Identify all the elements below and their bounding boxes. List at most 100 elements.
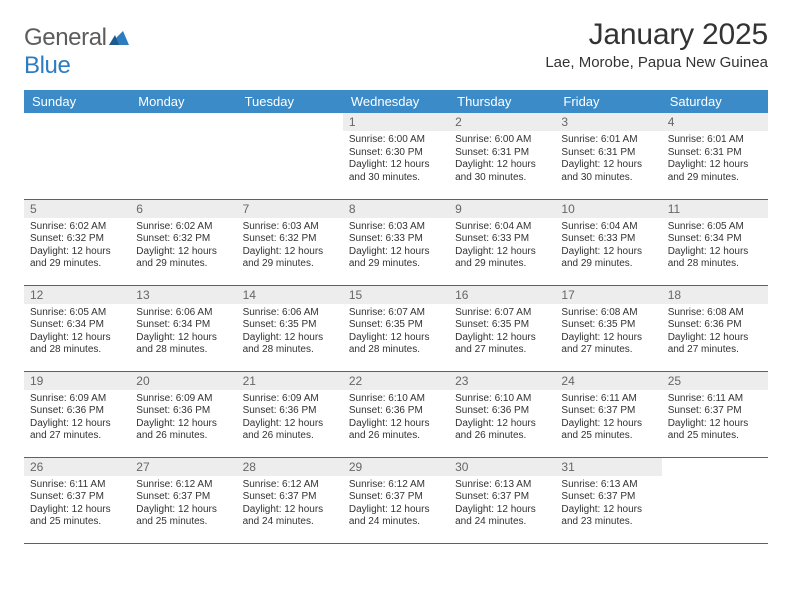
calendar-day-cell: 4Sunrise: 6:01 AMSunset: 6:31 PMDaylight… (662, 113, 768, 199)
day-details: Sunrise: 6:11 AMSunset: 6:37 PMDaylight:… (24, 476, 130, 533)
day-number: 31 (555, 458, 661, 476)
daylight-text: Daylight: 12 hours and 28 minutes. (349, 332, 443, 357)
daylight-text: Daylight: 12 hours and 28 minutes. (136, 332, 230, 357)
day-details: Sunrise: 6:05 AMSunset: 6:34 PMDaylight:… (662, 218, 768, 275)
sunrise-text: Sunrise: 6:03 AM (243, 221, 337, 234)
calendar-day-cell: 7Sunrise: 6:03 AMSunset: 6:32 PMDaylight… (237, 199, 343, 285)
day-number: 20 (130, 372, 236, 390)
calendar-day-cell: 23Sunrise: 6:10 AMSunset: 6:36 PMDayligh… (449, 371, 555, 457)
sunset-text: Sunset: 6:35 PM (243, 319, 337, 332)
sunset-text: Sunset: 6:31 PM (455, 147, 549, 160)
day-details: Sunrise: 6:12 AMSunset: 6:37 PMDaylight:… (130, 476, 236, 533)
daylight-text: Daylight: 12 hours and 26 minutes. (455, 418, 549, 443)
day-details: Sunrise: 6:07 AMSunset: 6:35 PMDaylight:… (449, 304, 555, 361)
sunrise-text: Sunrise: 6:11 AM (561, 393, 655, 406)
daylight-text: Daylight: 12 hours and 28 minutes. (243, 332, 337, 357)
sunrise-text: Sunrise: 6:11 AM (30, 479, 124, 492)
day-details: Sunrise: 6:08 AMSunset: 6:36 PMDaylight:… (662, 304, 768, 361)
page-title: January 2025 (545, 18, 768, 52)
calendar-day-cell: 16Sunrise: 6:07 AMSunset: 6:35 PMDayligh… (449, 285, 555, 371)
calendar-day-cell: 29Sunrise: 6:12 AMSunset: 6:37 PMDayligh… (343, 457, 449, 543)
brand-part1: General (24, 24, 107, 51)
sunrise-text: Sunrise: 6:08 AM (668, 307, 762, 320)
sunrise-text: Sunrise: 6:06 AM (243, 307, 337, 320)
sunset-text: Sunset: 6:37 PM (243, 491, 337, 504)
sunrise-text: Sunrise: 6:12 AM (349, 479, 443, 492)
calendar-day-cell: 5Sunrise: 6:02 AMSunset: 6:32 PMDaylight… (24, 199, 130, 285)
day-details: Sunrise: 6:10 AMSunset: 6:36 PMDaylight:… (449, 390, 555, 447)
sunset-text: Sunset: 6:30 PM (349, 147, 443, 160)
calendar-day-cell: 6Sunrise: 6:02 AMSunset: 6:32 PMDaylight… (130, 199, 236, 285)
sunset-text: Sunset: 6:36 PM (668, 319, 762, 332)
day-number: 3 (555, 113, 661, 131)
sunset-text: Sunset: 6:33 PM (561, 233, 655, 246)
daylight-text: Daylight: 12 hours and 29 minutes. (455, 246, 549, 271)
brand-mark-icon (109, 24, 129, 52)
weekday-header: Wednesday (343, 90, 449, 113)
sunset-text: Sunset: 6:37 PM (561, 491, 655, 504)
sunset-text: Sunset: 6:33 PM (455, 233, 549, 246)
day-details: Sunrise: 6:06 AMSunset: 6:35 PMDaylight:… (237, 304, 343, 361)
calendar-day-cell: 14Sunrise: 6:06 AMSunset: 6:35 PMDayligh… (237, 285, 343, 371)
daylight-text: Daylight: 12 hours and 29 minutes. (668, 159, 762, 184)
day-details: Sunrise: 6:02 AMSunset: 6:32 PMDaylight:… (24, 218, 130, 275)
daylight-text: Daylight: 12 hours and 25 minutes. (136, 504, 230, 529)
calendar-body: 1 Sunrise: 6:00 AMSunset: 6:30 PM Daylight… (24, 113, 768, 543)
daylight-text: Daylight: 12 hours and 27 minutes. (668, 332, 762, 357)
day-number: 21 (237, 372, 343, 390)
daylight-text: Daylight: 12 hours and 30 minutes. (455, 159, 549, 184)
sunset-text: Sunset: 6:36 PM (243, 405, 337, 418)
calendar-day-cell: 11Sunrise: 6:05 AMSunset: 6:34 PMDayligh… (662, 199, 768, 285)
day-details: Sunrise: 6:00 AMSunset: 6:31 PMDaylight:… (449, 131, 555, 188)
day-number: 30 (449, 458, 555, 476)
day-number: 6 (130, 200, 236, 218)
calendar-day-cell: 9Sunrise: 6:04 AMSunset: 6:33 PMDaylight… (449, 199, 555, 285)
sunrise-text: Sunrise: 6:09 AM (30, 393, 124, 406)
weekday-header: Sunday (24, 90, 130, 113)
day-number: 27 (130, 458, 236, 476)
calendar-day-cell: 15Sunrise: 6:07 AMSunset: 6:35 PMDayligh… (343, 285, 449, 371)
sunrise-text: Sunrise: 6:10 AM (349, 393, 443, 406)
daylight-text: Daylight: 12 hours and 29 minutes. (30, 246, 124, 271)
day-number: 2 (449, 113, 555, 131)
sunset-text: Sunset: 6:37 PM (30, 491, 124, 504)
day-details: Sunrise: 6:08 AMSunset: 6:35 PMDaylight:… (555, 304, 661, 361)
day-details: Sunrise: 6:03 AMSunset: 6:32 PMDaylight:… (237, 218, 343, 275)
calendar-week-row: 26Sunrise: 6:11 AMSunset: 6:37 PMDayligh… (24, 457, 768, 543)
sunrise-text: Sunrise: 6:00 AM (349, 134, 443, 147)
sunrise-text: Sunrise: 6:01 AM (668, 134, 762, 147)
sunset-text: Sunset: 6:37 PM (455, 491, 549, 504)
daylight-text: Daylight: 12 hours and 29 minutes. (243, 246, 337, 271)
calendar-day-cell: 12Sunrise: 6:05 AMSunset: 6:34 PMDayligh… (24, 285, 130, 371)
calendar-day-cell: 10Sunrise: 6:04 AMSunset: 6:33 PMDayligh… (555, 199, 661, 285)
day-details: Sunrise: 6:12 AMSunset: 6:37 PMDaylight:… (237, 476, 343, 533)
calendar-header-row: SundayMondayTuesdayWednesdayThursdayFrid… (24, 90, 768, 113)
sunrise-text: Sunrise: 6:04 AM (561, 221, 655, 234)
daylight-text: Daylight: 12 hours and 24 minutes. (243, 504, 337, 529)
day-details: Sunrise: 6:01 AMSunset: 6:31 PMDaylight:… (662, 131, 768, 188)
sunset-text: Sunset: 6:34 PM (30, 319, 124, 332)
day-details: Sunrise: 6:05 AMSunset: 6:34 PMDaylight:… (24, 304, 130, 361)
day-number: 1 (343, 113, 449, 131)
calendar-day-cell: 27Sunrise: 6:12 AMSunset: 6:37 PMDayligh… (130, 457, 236, 543)
day-details: Sunrise: 6:06 AMSunset: 6:34 PMDaylight:… (130, 304, 236, 361)
sunrise-text: Sunrise: 6:11 AM (668, 393, 762, 406)
day-details: Sunrise: 6:11 AMSunset: 6:37 PMDaylight:… (662, 390, 768, 447)
day-details: Sunrise: 6:13 AMSunset: 6:37 PMDaylight:… (449, 476, 555, 533)
sunset-text: Sunset: 6:32 PM (30, 233, 124, 246)
sunrise-text: Sunrise: 6:06 AM (136, 307, 230, 320)
brand-part2: Blue (24, 52, 70, 79)
sunrise-text: Sunrise: 6:07 AM (455, 307, 549, 320)
weekday-header: Friday (555, 90, 661, 113)
sunset-text: Sunset: 6:32 PM (243, 233, 337, 246)
day-number: 11 (662, 200, 768, 218)
calendar-week-row: 5Sunrise: 6:02 AMSunset: 6:32 PMDaylight… (24, 199, 768, 285)
day-number: 10 (555, 200, 661, 218)
daylight-text: Daylight: 12 hours and 25 minutes. (668, 418, 762, 443)
calendar-day-cell: 2Sunrise: 6:00 AMSunset: 6:31 PMDaylight… (449, 113, 555, 199)
title-block: January 2025 Lae, Morobe, Papua New Guin… (545, 18, 768, 71)
calendar-day-cell: 31Sunrise: 6:13 AMSunset: 6:37 PMDayligh… (555, 457, 661, 543)
sunrise-text: Sunrise: 6:13 AM (561, 479, 655, 492)
day-number: 26 (24, 458, 130, 476)
day-details: Sunrise: 6:01 AMSunset: 6:31 PMDaylight:… (555, 131, 661, 188)
